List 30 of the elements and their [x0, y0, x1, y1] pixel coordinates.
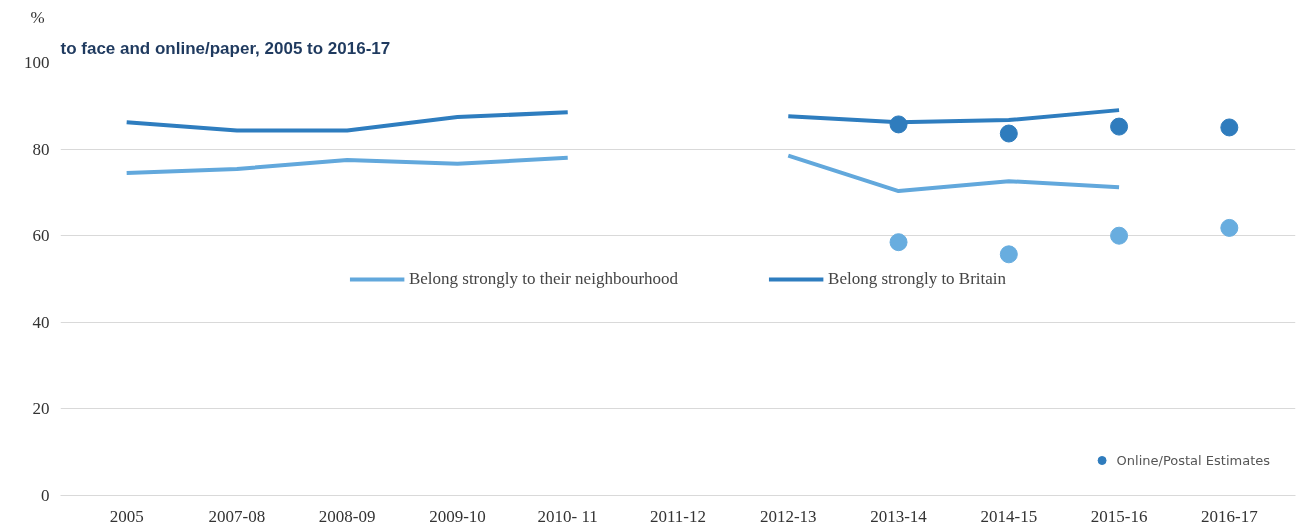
point: [999, 124, 1018, 143]
x-tick-label: 2007-08: [208, 506, 266, 526]
legend-label: Belong strongly to their neighbourhood: [408, 268, 679, 289]
x-tick-label: 2008-09: [318, 506, 376, 526]
point: [1110, 117, 1129, 136]
y-tick-label: 100: [24, 53, 50, 72]
x-tick-label: 2013-14: [870, 506, 928, 526]
point: [1110, 226, 1129, 245]
x-tick-label: 2005: [109, 506, 144, 526]
x-tick-label: 2011-12: [649, 506, 707, 526]
point: [1220, 118, 1239, 137]
point: [889, 233, 908, 252]
point: [1220, 218, 1239, 237]
point: [889, 115, 908, 134]
chart-title: to face and online/paper, 2005 to 2016-17: [60, 38, 391, 58]
y-tick-label: 60: [32, 226, 50, 246]
y-tick-label: 40: [32, 312, 50, 332]
x-tick-label: 2014-15: [980, 506, 1038, 526]
y-tick-label: 80: [32, 139, 50, 159]
x-tick-label: 2015-16: [1090, 506, 1148, 526]
y-axis-title: %: [30, 7, 45, 27]
legend-label: Online/Postal Estimates: [1116, 452, 1270, 468]
x-tick-label: 2012-13: [759, 506, 817, 526]
x-tick-label: 2009-10: [429, 506, 486, 526]
x-tick-label: 2010- 11: [537, 506, 598, 526]
y-tick-label: 0: [41, 486, 50, 505]
point: [999, 245, 1018, 264]
y-tick-label: 20: [32, 399, 50, 419]
x-tick-label: 2016-17: [1201, 506, 1259, 526]
legend-label: Belong strongly to Britain: [828, 268, 1007, 289]
